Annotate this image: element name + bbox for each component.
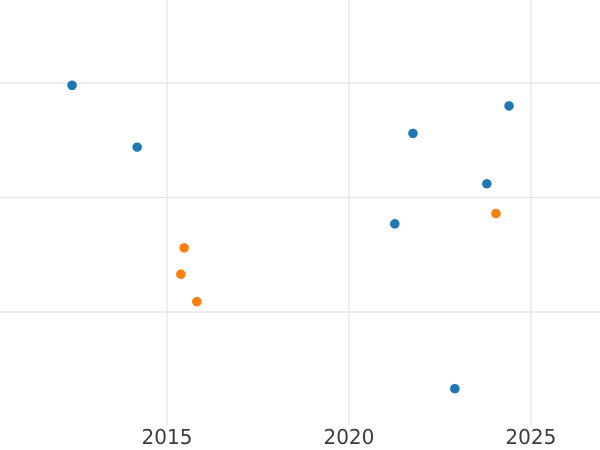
data-point-orange-series [192, 296, 202, 307]
data-point-blue-series [132, 142, 142, 152]
data-point-orange-series [179, 243, 189, 253]
data-point-blue-series [504, 101, 514, 111]
data-point-blue-series [389, 219, 400, 229]
x-tick-label: 2015 [142, 425, 193, 449]
data-point-orange-series [491, 208, 501, 219]
x-tick-label: 2020 [323, 425, 374, 449]
data-point-blue-series [408, 128, 418, 139]
data-point-orange-series [176, 269, 186, 280]
data-point-blue-series [450, 383, 460, 394]
data-point-blue-series [482, 178, 492, 189]
data-point-blue-series [67, 80, 77, 91]
x-tick-label: 2025 [505, 425, 556, 449]
